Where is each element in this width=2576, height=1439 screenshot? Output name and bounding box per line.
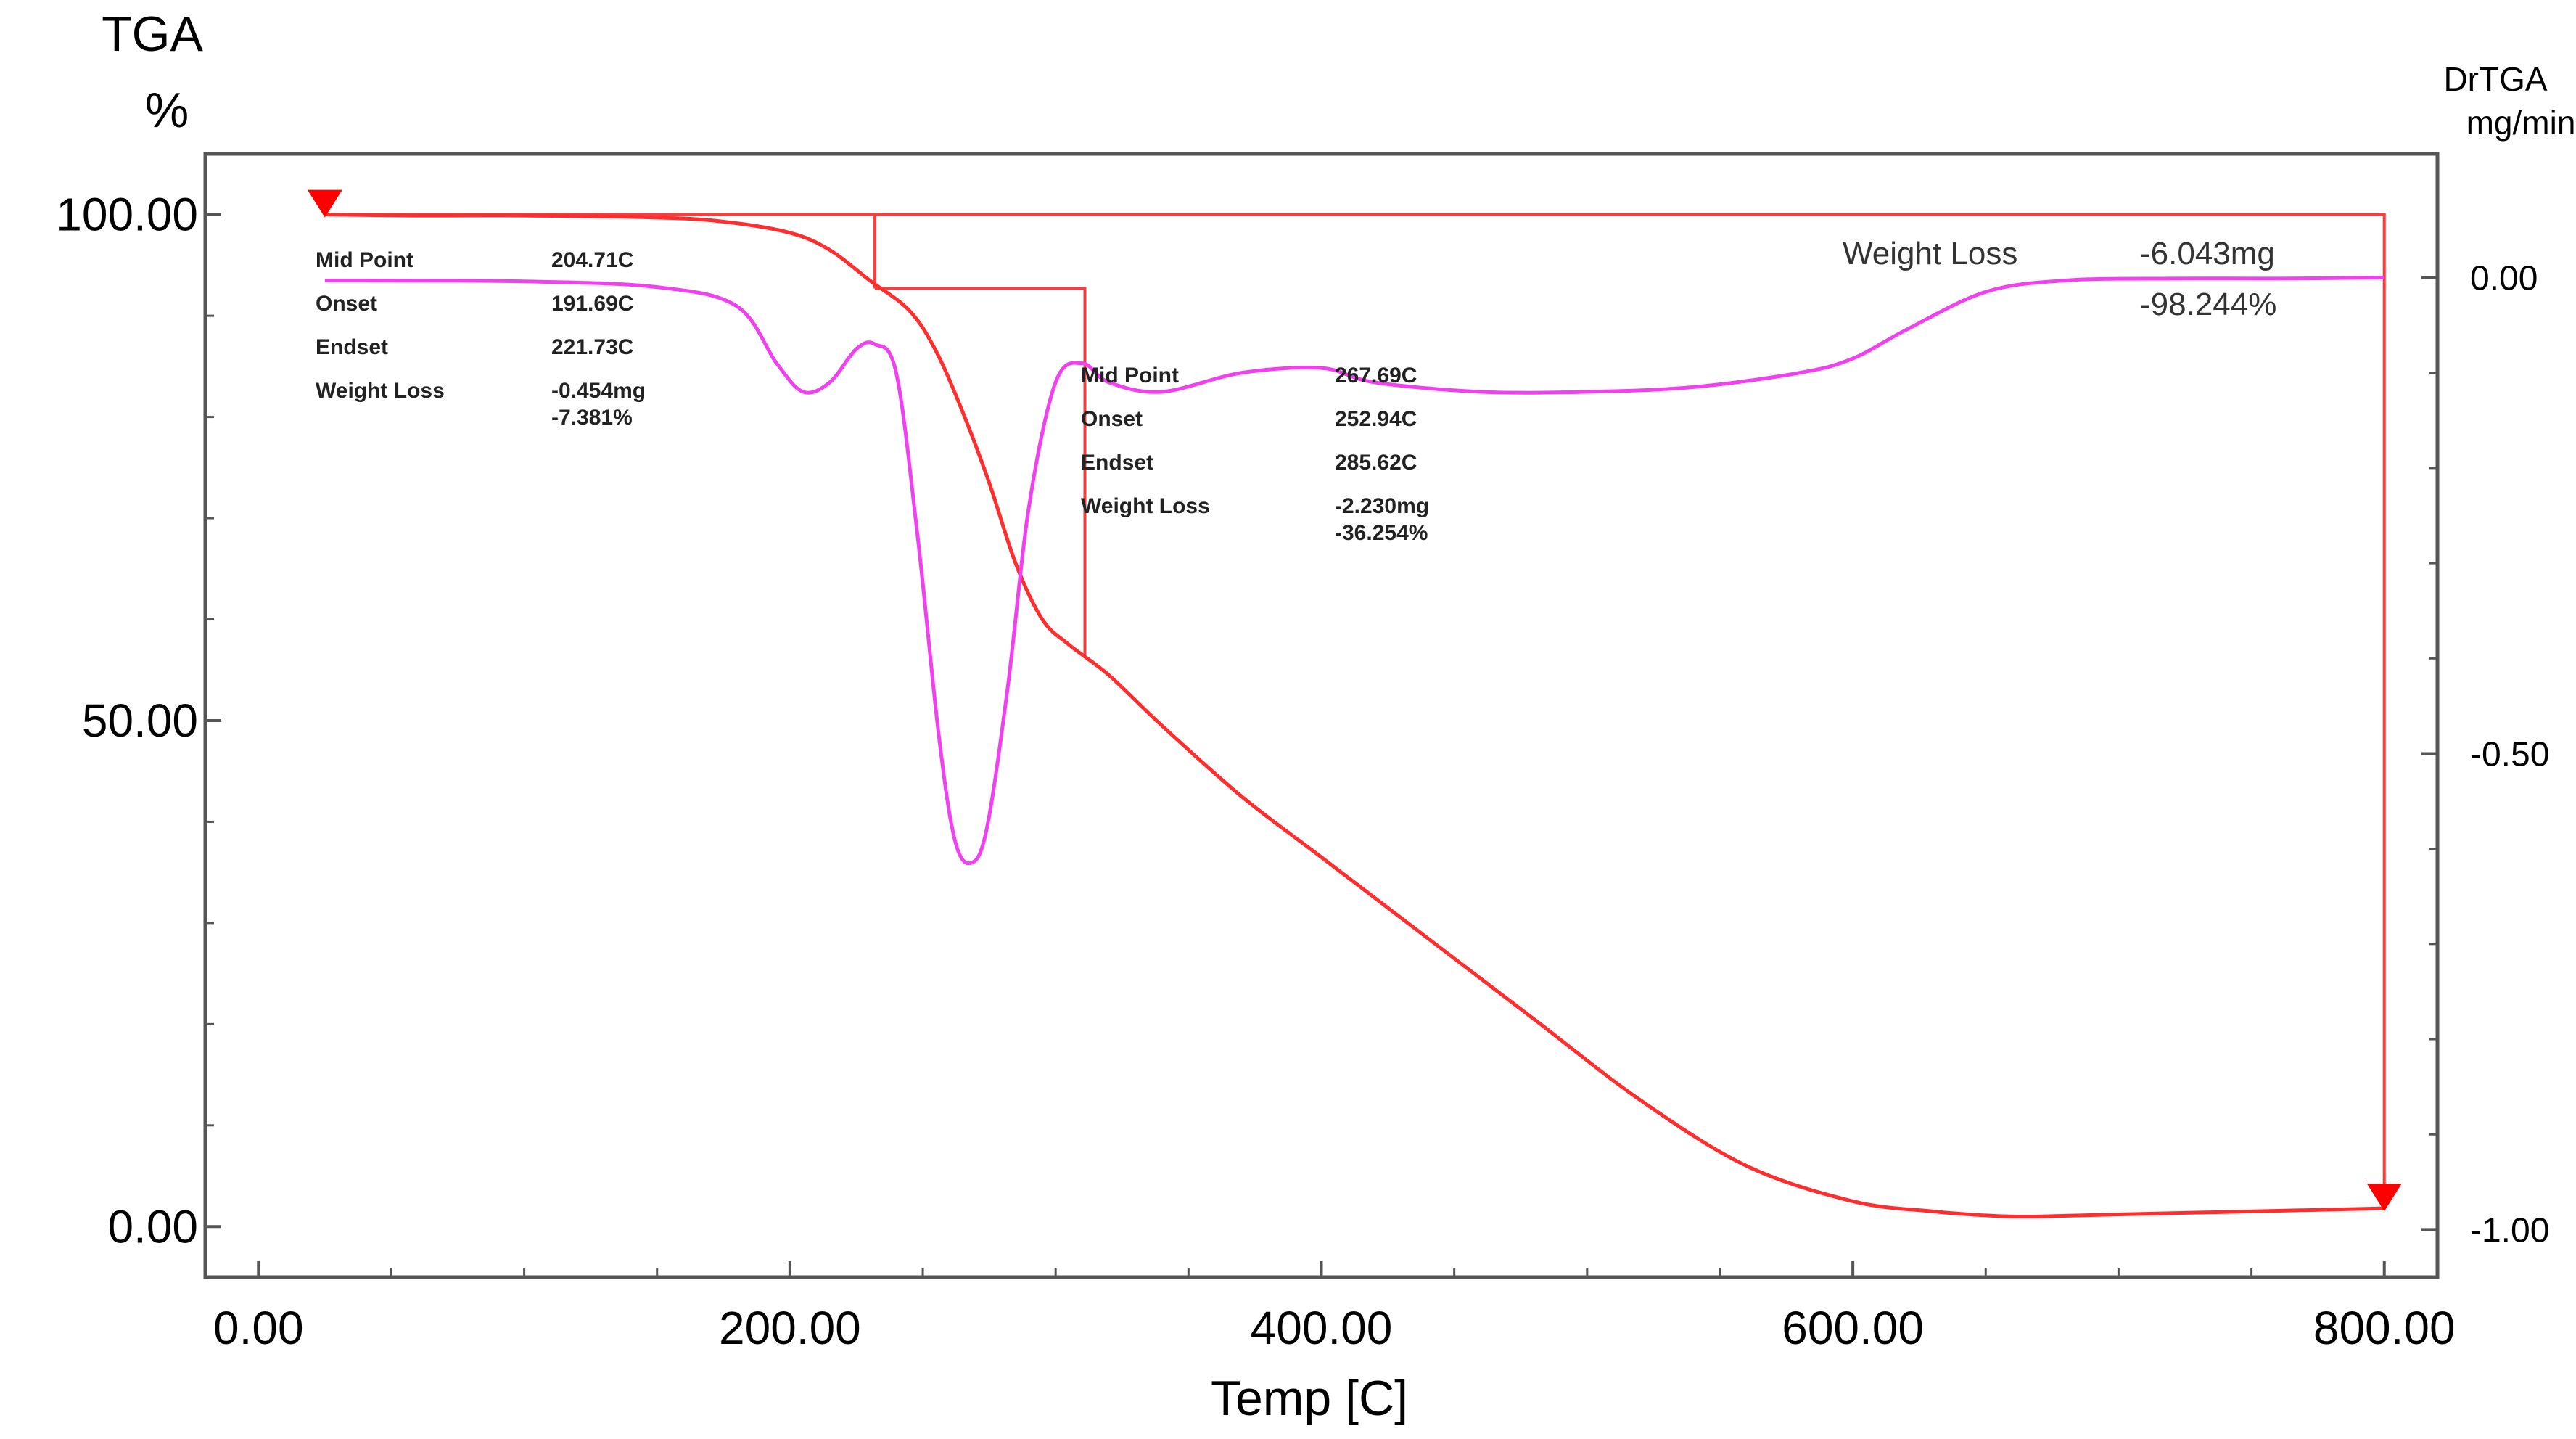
weight-loss-step-line [875, 287, 1087, 655]
markers-layer [307, 189, 2402, 1212]
right-tick-label: -0.50 [2470, 735, 2549, 774]
annotation-value: 191.69C [551, 292, 633, 316]
left-tick-label: 50.00 [82, 694, 198, 747]
annotation-value: -0.454mg [551, 379, 646, 403]
left-tick-label: 100.00 [56, 189, 198, 241]
annotation-label: Weight Loss [1843, 236, 2017, 271]
annotation-label: Endset [1081, 451, 1153, 475]
annotation-value: -2.230mg [1335, 494, 1429, 518]
left-axis-unit: % [145, 83, 189, 138]
right-axis-title: DrTGA [2443, 60, 2547, 98]
annotation-value: 285.62C [1335, 451, 1417, 475]
left-axis-title: TGA [102, 7, 203, 62]
annotation-value: 252.94C [1335, 407, 1417, 431]
ticks-layer: 0.00 200.00 400.00 600.00 800.00 0.00 50.00 100… [56, 189, 2549, 1354]
x-tick-label: 200.00 [719, 1302, 861, 1354]
right-tick-label: 0.00 [2470, 260, 2538, 298]
annotation-value: 267.69C [1335, 364, 1417, 388]
annotation-label: Weight Loss [316, 379, 445, 403]
tga-curve [324, 213, 2384, 1219]
annotation-value: 204.71C [551, 248, 633, 272]
right-axis-unit: mg/min [2466, 104, 2576, 142]
annotation-extra: -98.244% [2140, 287, 2276, 322]
plot-frame [203, 152, 2440, 1279]
x-tick-label: 0.00 [213, 1302, 304, 1354]
annotation-label: Weight Loss [1081, 494, 1210, 518]
drtga-curve [324, 276, 2384, 866]
annotation-value: -6.043mg [2140, 236, 2275, 271]
range-marker-triangle [307, 189, 342, 218]
x-tick-label: 400.00 [1251, 1302, 1393, 1354]
annotation-label: Mid Point [1081, 364, 1179, 388]
range-marker-triangle [2366, 1184, 2402, 1212]
series-layer [324, 213, 2384, 1219]
annotation-label: Onset [316, 292, 377, 316]
annotation-label: Endset [316, 335, 388, 359]
annotation-value: 221.73C [551, 335, 633, 359]
annotation-label: Mid Point [316, 248, 413, 272]
annotation-extra: -7.381% [551, 406, 633, 430]
weight-loss-step-line [324, 213, 2386, 1209]
right-tick-label: -1.00 [2470, 1211, 2549, 1250]
annotation-extra: -36.254% [1335, 521, 1428, 545]
x-tick-label: 800.00 [2313, 1302, 2456, 1354]
left-tick-label: 0.00 [107, 1200, 198, 1253]
x-tick-label: 600.00 [1782, 1302, 1924, 1354]
annotations-layer: Mid Point 204.71C Onset 191.69C Endset 221.73… [316, 236, 2276, 545]
x-axis-title: Temp [C] [1211, 1371, 1408, 1426]
annotation-label: Onset [1081, 407, 1143, 431]
